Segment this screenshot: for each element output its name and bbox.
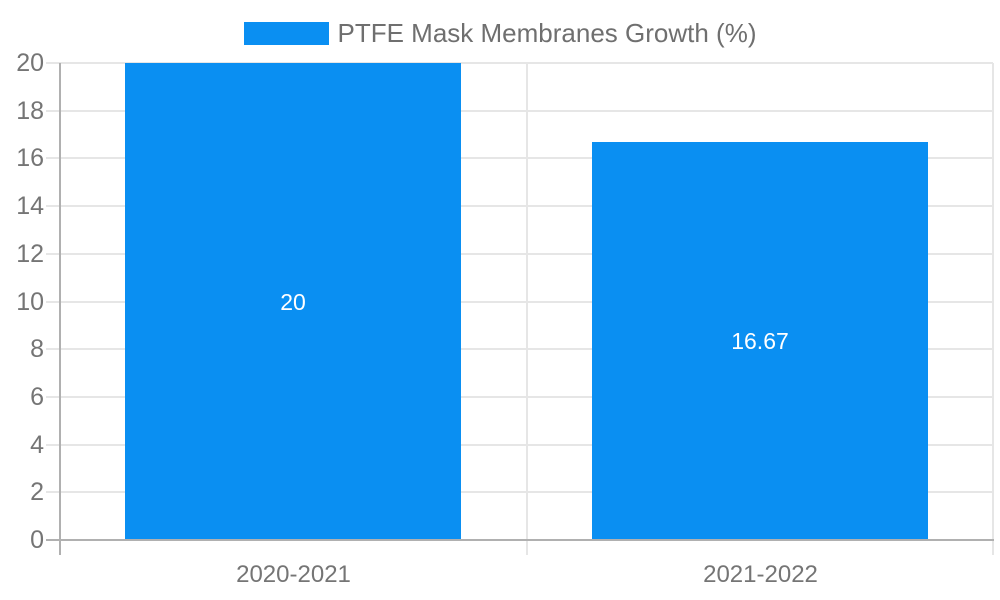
h-gridline <box>46 491 993 493</box>
h-gridline <box>46 396 993 398</box>
h-gridline <box>46 62 993 64</box>
v-gridline <box>526 63 528 555</box>
h-gridline <box>46 348 993 350</box>
bar[interactable] <box>592 142 928 540</box>
h-gridline <box>46 444 993 446</box>
legend-swatch <box>243 21 329 45</box>
y-tick-label: 20 <box>16 49 44 77</box>
h-gridline <box>46 205 993 207</box>
legend: PTFE Mask Membranes Growth (%) <box>0 18 1000 48</box>
y-tick-label: 16 <box>16 144 44 172</box>
y-tick-label: 18 <box>16 97 44 125</box>
legend-label: PTFE Mask Membranes Growth (%) <box>337 18 757 48</box>
v-gridline <box>992 63 994 555</box>
bar-value-label: 16.67 <box>731 328 789 354</box>
x-axis-line <box>46 539 994 541</box>
y-tick-label: 0 <box>30 526 44 554</box>
h-gridline <box>46 301 993 303</box>
y-tick-label: 10 <box>16 288 44 316</box>
x-tick-label: 2020-2021 <box>236 561 351 588</box>
y-tick-label: 4 <box>30 431 44 459</box>
bar[interactable] <box>125 63 461 540</box>
h-gridline <box>46 253 993 255</box>
x-tick-label: 2021-2022 <box>703 561 818 588</box>
y-tick-label: 8 <box>30 335 44 363</box>
y-tick-label: 12 <box>16 240 44 268</box>
h-gridline <box>46 157 993 159</box>
h-gridline <box>46 110 993 112</box>
y-tick-label: 14 <box>16 192 44 220</box>
bar-value-label: 20 <box>280 289 306 315</box>
y-tick-label: 2 <box>30 478 44 506</box>
y-tick-label: 6 <box>30 383 44 411</box>
y-axis-line <box>59 63 61 555</box>
